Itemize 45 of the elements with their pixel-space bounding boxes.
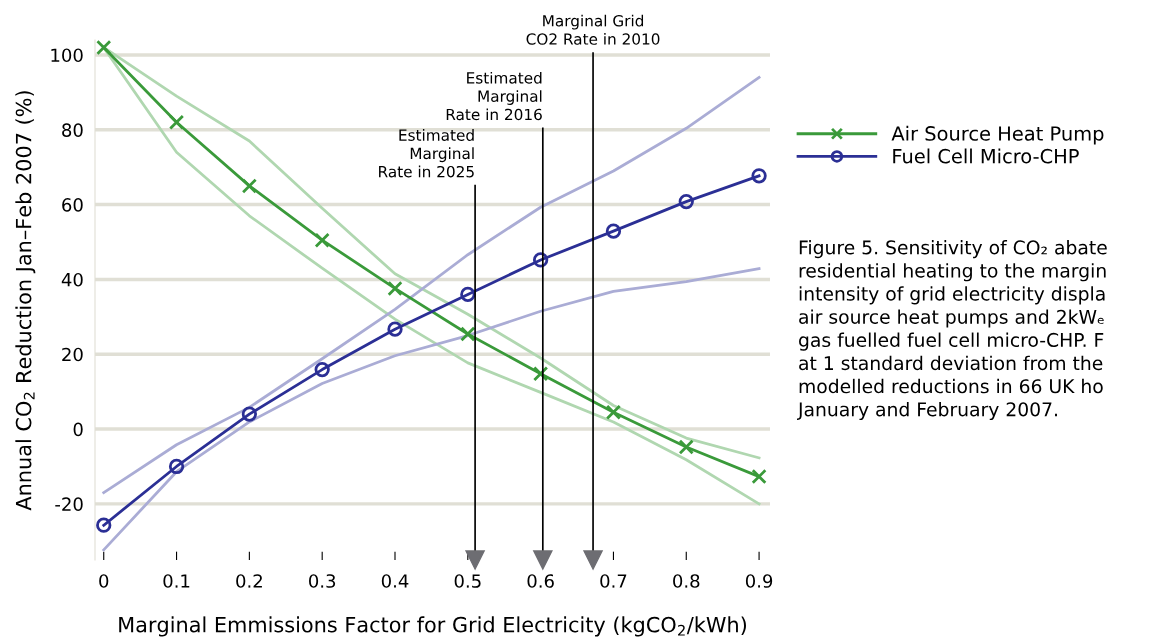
y-tick-label: 0	[73, 422, 83, 437]
point	[605, 404, 622, 420]
legend-label: Air Source Heat Pump	[891, 125, 1104, 145]
y-axis-title: Annual CO$_{2}$ Reduction Jan–Feb 2007 (%)	[15, 91, 36, 511]
x-tick-label: 0.4	[381, 574, 409, 588]
ref-line-label: Marginal Grid CO2 Rate in 2010	[526, 14, 660, 45]
y-tick-label: 100	[51, 48, 83, 63]
point	[314, 232, 330, 248]
point	[168, 114, 185, 130]
x-tick-label: 0.2	[236, 574, 262, 588]
point	[460, 286, 476, 303]
point	[387, 280, 403, 297]
ref-line-label: Estimated Marginal Rate in 2025	[379, 129, 474, 178]
y-tick-label: 80	[62, 123, 83, 137]
y-tick-label: 60	[62, 198, 83, 212]
y-tick-label: 20	[62, 347, 83, 362]
caption: Figure 5. Sensitivity of CO₂ abate residential heating to the margin intensity of grid electricity displa air source heat pumps and 2kWₑ gas fuelled fuel cell micro-CHP. F at 1 standard deviation from the modelled reductions in 66 UK ho January and February 2007.	[797, 240, 1107, 421]
point	[678, 439, 694, 455]
point	[96, 517, 112, 533]
y-tick-label: 40	[61, 272, 83, 287]
point	[460, 326, 476, 342]
point	[168, 458, 185, 475]
x-axis-title: Marginal Emmissions Factor for Grid Electricity (kgCO$_{2}$/kWh)	[119, 616, 747, 637]
point	[314, 361, 330, 378]
point	[605, 223, 622, 239]
point	[751, 168, 767, 184]
point	[241, 406, 258, 422]
x-tick-label: 0.3	[309, 574, 336, 588]
point	[678, 193, 694, 210]
y-tick-label: -20	[55, 497, 83, 511]
point	[532, 252, 549, 268]
point	[241, 178, 258, 194]
point	[96, 40, 112, 56]
legend-label: Fuel Cell Micro-CHP	[893, 148, 1079, 164]
x-tick-label: 0.1	[163, 574, 190, 588]
x-tick-label: 0.7	[600, 574, 627, 588]
ref-line-label: Estimated Marginal Rate in 2016	[446, 71, 542, 121]
x-tick-label: 0.8	[673, 574, 700, 588]
point	[387, 321, 403, 337]
x-tick-label: 0.5	[454, 574, 481, 588]
x-tick-label: 0.9	[745, 574, 773, 588]
x-tick-label: 0	[99, 574, 109, 588]
point	[751, 468, 767, 485]
line-series	[102, 267, 761, 552]
x-tick-label: 0.6	[527, 574, 554, 588]
